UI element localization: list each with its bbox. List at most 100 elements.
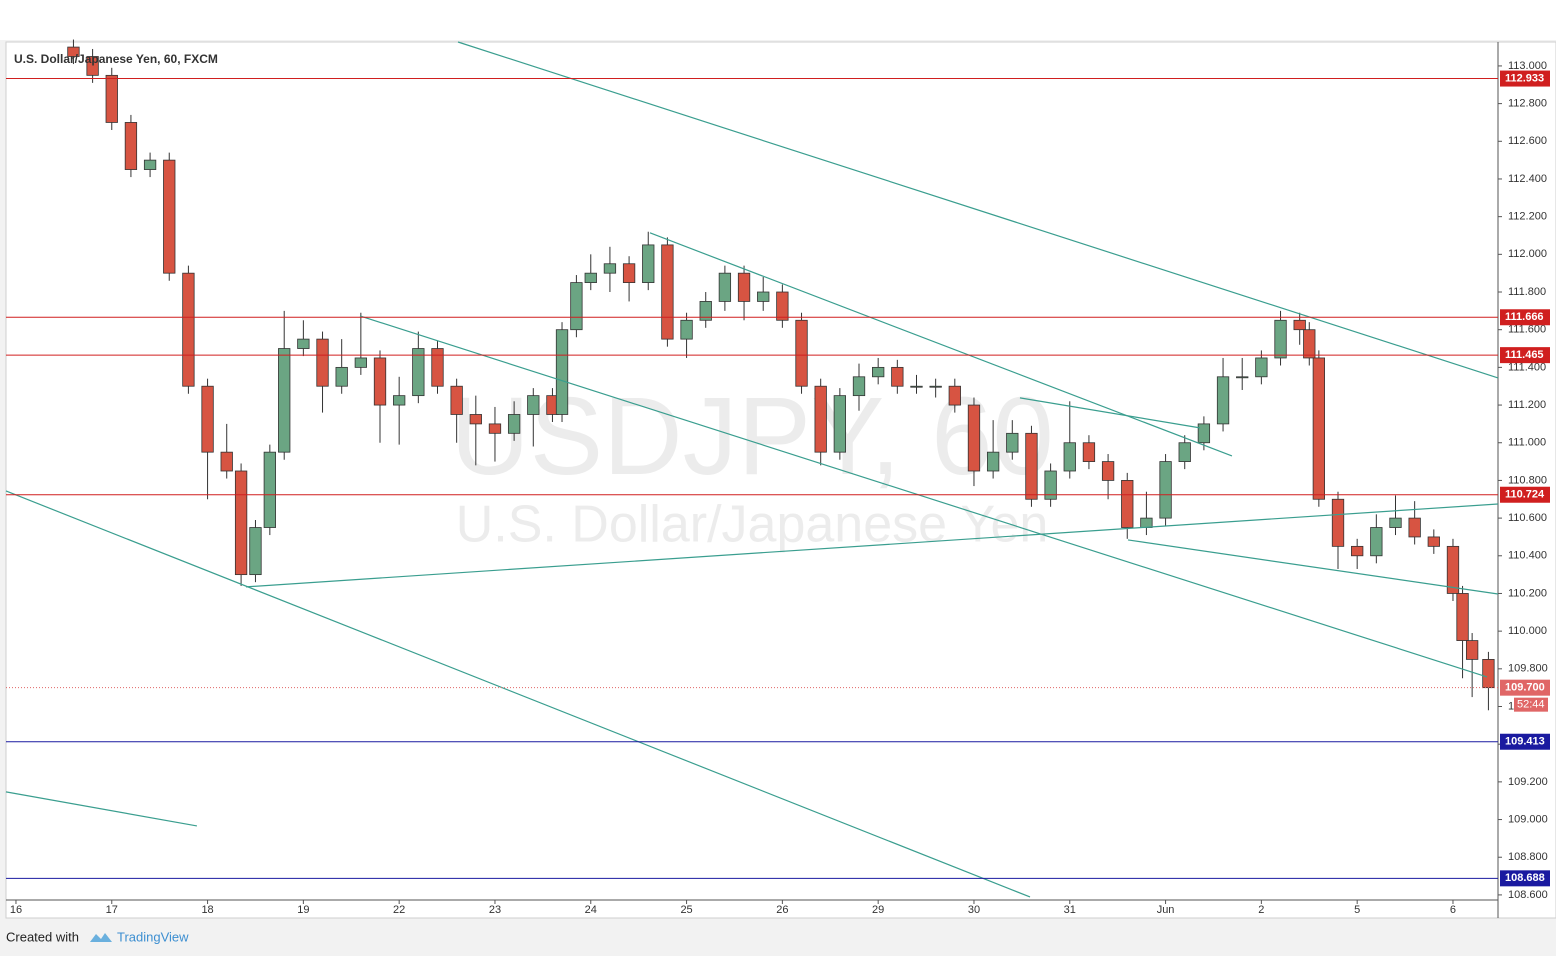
x-tick-label: 22 (393, 904, 405, 916)
candle-body (1006, 432, 1019, 453)
trend-line (359, 315, 1488, 678)
trend-line (245, 503, 1499, 588)
candle-body (201, 385, 214, 453)
level-label: 111.465 (1505, 349, 1544, 361)
candle-body (1482, 659, 1495, 689)
tradingview-logo (90, 933, 112, 942)
trend-line (5, 490, 1031, 898)
y-tick-label: 112.000 (1508, 248, 1547, 260)
candle-body (833, 395, 846, 453)
x-tick-label: 17 (106, 904, 118, 916)
candle-body (1082, 442, 1096, 462)
trend-line (457, 41, 1499, 379)
candle-body (278, 348, 291, 453)
candle-body (1408, 517, 1421, 538)
x-tick-label: 26 (776, 904, 788, 916)
candle-body (1121, 480, 1134, 528)
x-tick-label: Jun (1157, 904, 1175, 916)
candle-body (412, 348, 425, 397)
y-tick-label: 110.600 (1508, 512, 1547, 524)
level-label-box (1500, 870, 1550, 887)
candle-body (1063, 442, 1076, 472)
candle-body (335, 366, 348, 387)
candle-body (718, 272, 732, 302)
candle-body (642, 244, 655, 283)
candle-body (1456, 593, 1469, 641)
countdown-box (1514, 697, 1548, 712)
candle-body (622, 263, 636, 283)
y-tick-label: 110.200 (1508, 587, 1547, 599)
y-tick-label: 110.400 (1508, 550, 1547, 562)
y-tick-label: 109.200 (1508, 776, 1548, 788)
y-tick-label: 111.600 (1508, 324, 1546, 336)
candle-body (795, 319, 808, 387)
candle-body (263, 451, 276, 528)
footer-brand[interactable]: TradingView (117, 929, 189, 944)
y-tick-label: 109.000 (1508, 813, 1548, 825)
candle-body (431, 348, 444, 387)
y-tick-label: 112.800 (1508, 98, 1547, 110)
last-price-label: 109.700 (1505, 682, 1545, 694)
level-label: 111.666 (1505, 311, 1544, 323)
candle-body (1427, 536, 1440, 547)
candle-body (1389, 517, 1402, 528)
y-tick-label: 111.200 (1508, 399, 1546, 411)
candle-body (1370, 527, 1383, 557)
candle-body (929, 385, 942, 388)
level-label-box (1500, 486, 1550, 503)
candle-body (910, 385, 923, 388)
y-tick-label: 111.800 (1508, 286, 1546, 298)
chart-title: U.S. Dollar/Japanese Yen, 60, FXCM (14, 52, 218, 66)
y-tick-label: 112.600 (1508, 135, 1547, 147)
candle-body (469, 414, 482, 425)
y-tick-label: 109.800 (1508, 663, 1548, 675)
level-label: 109.413 (1505, 736, 1545, 748)
candle-body (603, 263, 617, 274)
y-tick-label: 112.200 (1508, 211, 1547, 223)
candle-body (986, 451, 1000, 472)
candle-body (393, 395, 406, 406)
level-label: 110.724 (1505, 489, 1545, 501)
candle-body (1351, 545, 1364, 557)
x-tick-label: 25 (680, 904, 692, 916)
watermark: USDJPY, 60 (450, 375, 1053, 498)
level-label-box (1500, 309, 1550, 326)
candle-body (105, 74, 118, 123)
candle-body (1274, 319, 1287, 359)
top-bar (0, 0, 1556, 40)
candle-body (124, 122, 138, 170)
candle-body (1293, 319, 1306, 331)
y-tick-label: 108.600 (1508, 889, 1548, 901)
candle-body (852, 376, 866, 397)
candle-body (1025, 432, 1038, 500)
candle-body (757, 291, 770, 302)
candle-body (948, 385, 961, 406)
candle-body (1140, 517, 1153, 528)
candle-body (1197, 423, 1211, 444)
countdown: 52:44 (1517, 699, 1545, 711)
candle-body (872, 366, 885, 378)
last-price-box (1500, 679, 1550, 696)
candle-body (450, 385, 463, 415)
x-tick-label: 5 (1354, 904, 1360, 916)
y-tick-label: 110.800 (1508, 474, 1547, 486)
candle-body (699, 301, 712, 321)
y-tick-label: 113.000 (1508, 60, 1547, 72)
trend-line (5, 791, 198, 827)
x-tick-label: 16 (10, 904, 22, 916)
level-label: 112.933 (1505, 72, 1544, 84)
candle-body (220, 451, 233, 472)
candle-body (86, 56, 99, 76)
candle-body (1101, 461, 1115, 481)
candle-body (527, 395, 540, 415)
level-label: 108.688 (1505, 872, 1545, 884)
candle-body (1312, 357, 1326, 500)
x-tick-label: 19 (297, 904, 309, 916)
x-tick-label: 31 (1064, 904, 1076, 916)
y-tick-label: 111.000 (1508, 437, 1546, 449)
footer-text: Created with (6, 929, 79, 944)
candle-body (297, 338, 310, 349)
candle-body (488, 423, 502, 434)
